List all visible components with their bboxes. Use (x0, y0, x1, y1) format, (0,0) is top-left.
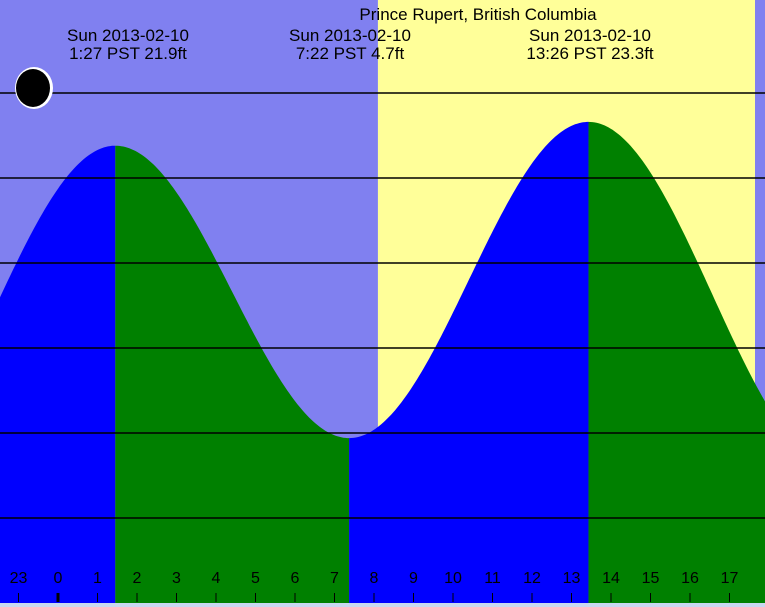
x-tick-label: 23 (10, 570, 28, 587)
x-tick-label: 12 (523, 570, 541, 587)
x-tick-label: 1 (93, 570, 102, 587)
rising-tide-area (349, 121, 589, 607)
tide-annotation-date: Sun 2013-02-10 (67, 26, 189, 45)
x-tick-label: 14 (602, 570, 620, 587)
x-tick-label: 11 (484, 570, 501, 587)
x-tick-label: 13 (563, 570, 581, 587)
x-tick-label: 15 (642, 570, 660, 587)
x-tick-label: 2 (133, 570, 142, 587)
tide-annotation-time-height: 1:27 PST 21.9ft (69, 44, 187, 63)
x-tick-label: 7 (330, 570, 339, 587)
x-tick-label: 6 (291, 570, 300, 587)
falling-tide-area (588, 121, 765, 607)
tide-annotation-time-height: 13:26 PST 23.3ft (526, 44, 654, 63)
falling-tide-area (115, 145, 350, 607)
x-tick-label: 5 (251, 570, 260, 587)
tide-annotation-date: Sun 2013-02-10 (529, 26, 651, 45)
x-tick-label: 10 (444, 570, 462, 587)
tide-annotation-date: Sun 2013-02-10 (289, 26, 411, 45)
rising-tide-area (0, 145, 116, 607)
x-tick-label: 4 (212, 570, 221, 587)
x-tick-label: 3 (172, 570, 181, 587)
bottom-border (0, 603, 765, 607)
moon-icon (15, 67, 53, 109)
x-tick-label: 9 (409, 570, 418, 587)
x-tick-label: 16 (681, 570, 699, 587)
x-tick-label: 8 (370, 570, 379, 587)
chart-title: Prince Rupert, British Columbia (359, 5, 597, 24)
x-tick-label: 17 (721, 570, 739, 587)
x-tick-label: 0 (54, 570, 63, 587)
night-background (755, 0, 765, 607)
tide-annotation-time-height: 7:22 PST 4.7ft (296, 44, 405, 63)
